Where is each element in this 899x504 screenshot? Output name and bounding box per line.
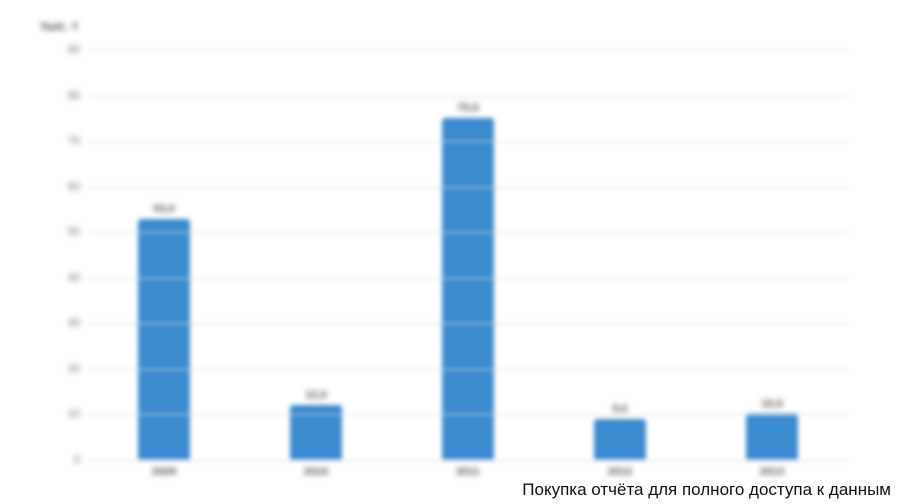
bar-value-label: 75,0 (457, 102, 478, 114)
grid-line (88, 50, 848, 51)
bar-column: 12,02010 (256, 389, 376, 460)
y-tick-label: 60 (68, 181, 80, 193)
chart-container: тыс. т 53,0200912,0201075,020119,0201210… (0, 0, 899, 504)
bar-value-label: 53,0 (153, 203, 174, 215)
grid-line (88, 278, 848, 279)
y-tick-label: 70 (68, 135, 80, 147)
grid-line (88, 323, 848, 324)
bar-value-label: 9,0 (612, 403, 627, 415)
x-tick-label: 2009 (152, 466, 176, 478)
bar-column: 9,02012 (560, 403, 680, 460)
y-axis-title: тыс. т (40, 18, 78, 33)
bar-column: 75,02011 (408, 102, 528, 460)
grid-line (88, 460, 848, 461)
bars-group: 53,02009 12,02010 75,02011 9,02012 10,02013 (88, 50, 848, 460)
bar (138, 219, 190, 460)
y-tick-label: 80 (68, 90, 80, 102)
grid-line (88, 141, 848, 142)
x-tick-label: 2010 (304, 466, 328, 478)
x-tick-label: 2011 (456, 466, 480, 478)
y-tick-label: 30 (68, 317, 80, 329)
y-tick-label: 40 (68, 272, 80, 284)
y-tick-label: 20 (68, 363, 80, 375)
bar-value-label: 10,0 (761, 398, 782, 410)
x-tick-label: 2013 (760, 466, 784, 478)
footer-caption: Покупка отчёта для полного доступа к дан… (522, 480, 891, 500)
y-tick-label: 0 (74, 454, 80, 466)
x-tick-label: 2012 (608, 466, 632, 478)
grid-line (88, 232, 848, 233)
y-tick-label: 50 (68, 226, 80, 238)
bar (442, 118, 494, 460)
bar-column: 53,02009 (104, 203, 224, 460)
grid-line (88, 414, 848, 415)
y-tick-label: 90 (68, 44, 80, 56)
bar (594, 419, 646, 460)
grid-line (88, 369, 848, 370)
plot-area: 53,0200912,0201075,020119,0201210,02013 … (88, 50, 848, 460)
bar-column: 10,02013 (712, 398, 832, 460)
bar-value-label: 12,0 (305, 389, 326, 401)
bar (746, 414, 798, 460)
grid-line (88, 187, 848, 188)
grid-line (88, 96, 848, 97)
y-tick-label: 10 (68, 408, 80, 420)
